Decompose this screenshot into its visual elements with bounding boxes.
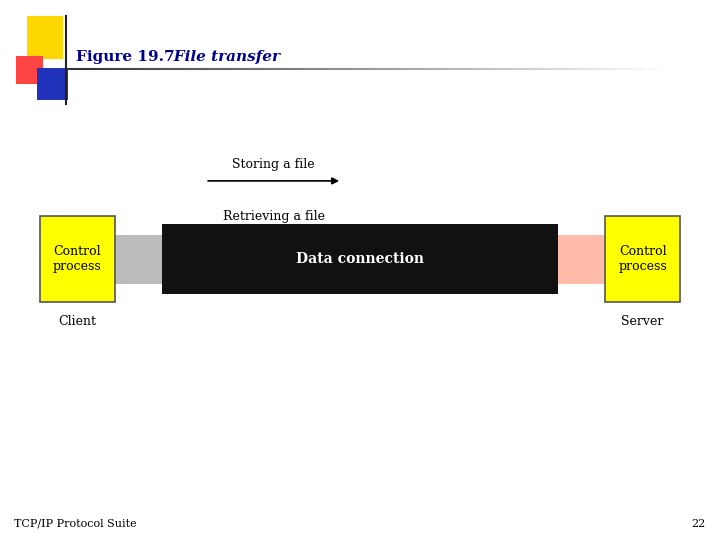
- Text: Server: Server: [621, 315, 664, 328]
- Text: 22: 22: [691, 519, 706, 529]
- Polygon shape: [531, 224, 558, 294]
- Text: Client: Client: [58, 315, 96, 328]
- FancyBboxPatch shape: [115, 235, 166, 284]
- FancyBboxPatch shape: [162, 224, 558, 294]
- Text: Figure 19.7: Figure 19.7: [76, 50, 174, 64]
- Text: TCP/IP Protocol Suite: TCP/IP Protocol Suite: [14, 519, 137, 529]
- Text: Control
process: Control process: [53, 245, 102, 273]
- Polygon shape: [162, 224, 189, 294]
- Text: Retrieving a file: Retrieving a file: [222, 210, 325, 223]
- FancyBboxPatch shape: [37, 68, 68, 100]
- Text: Retrieving a list: Retrieving a list: [223, 237, 324, 250]
- FancyBboxPatch shape: [16, 56, 43, 84]
- FancyBboxPatch shape: [605, 216, 680, 302]
- FancyBboxPatch shape: [554, 235, 605, 284]
- FancyBboxPatch shape: [27, 16, 63, 59]
- Text: Storing a file: Storing a file: [233, 158, 315, 171]
- FancyBboxPatch shape: [40, 216, 115, 302]
- Text: Control
process: Control process: [618, 245, 667, 273]
- Text: Data connection: Data connection: [296, 252, 424, 266]
- Text: File transfer: File transfer: [158, 50, 280, 64]
